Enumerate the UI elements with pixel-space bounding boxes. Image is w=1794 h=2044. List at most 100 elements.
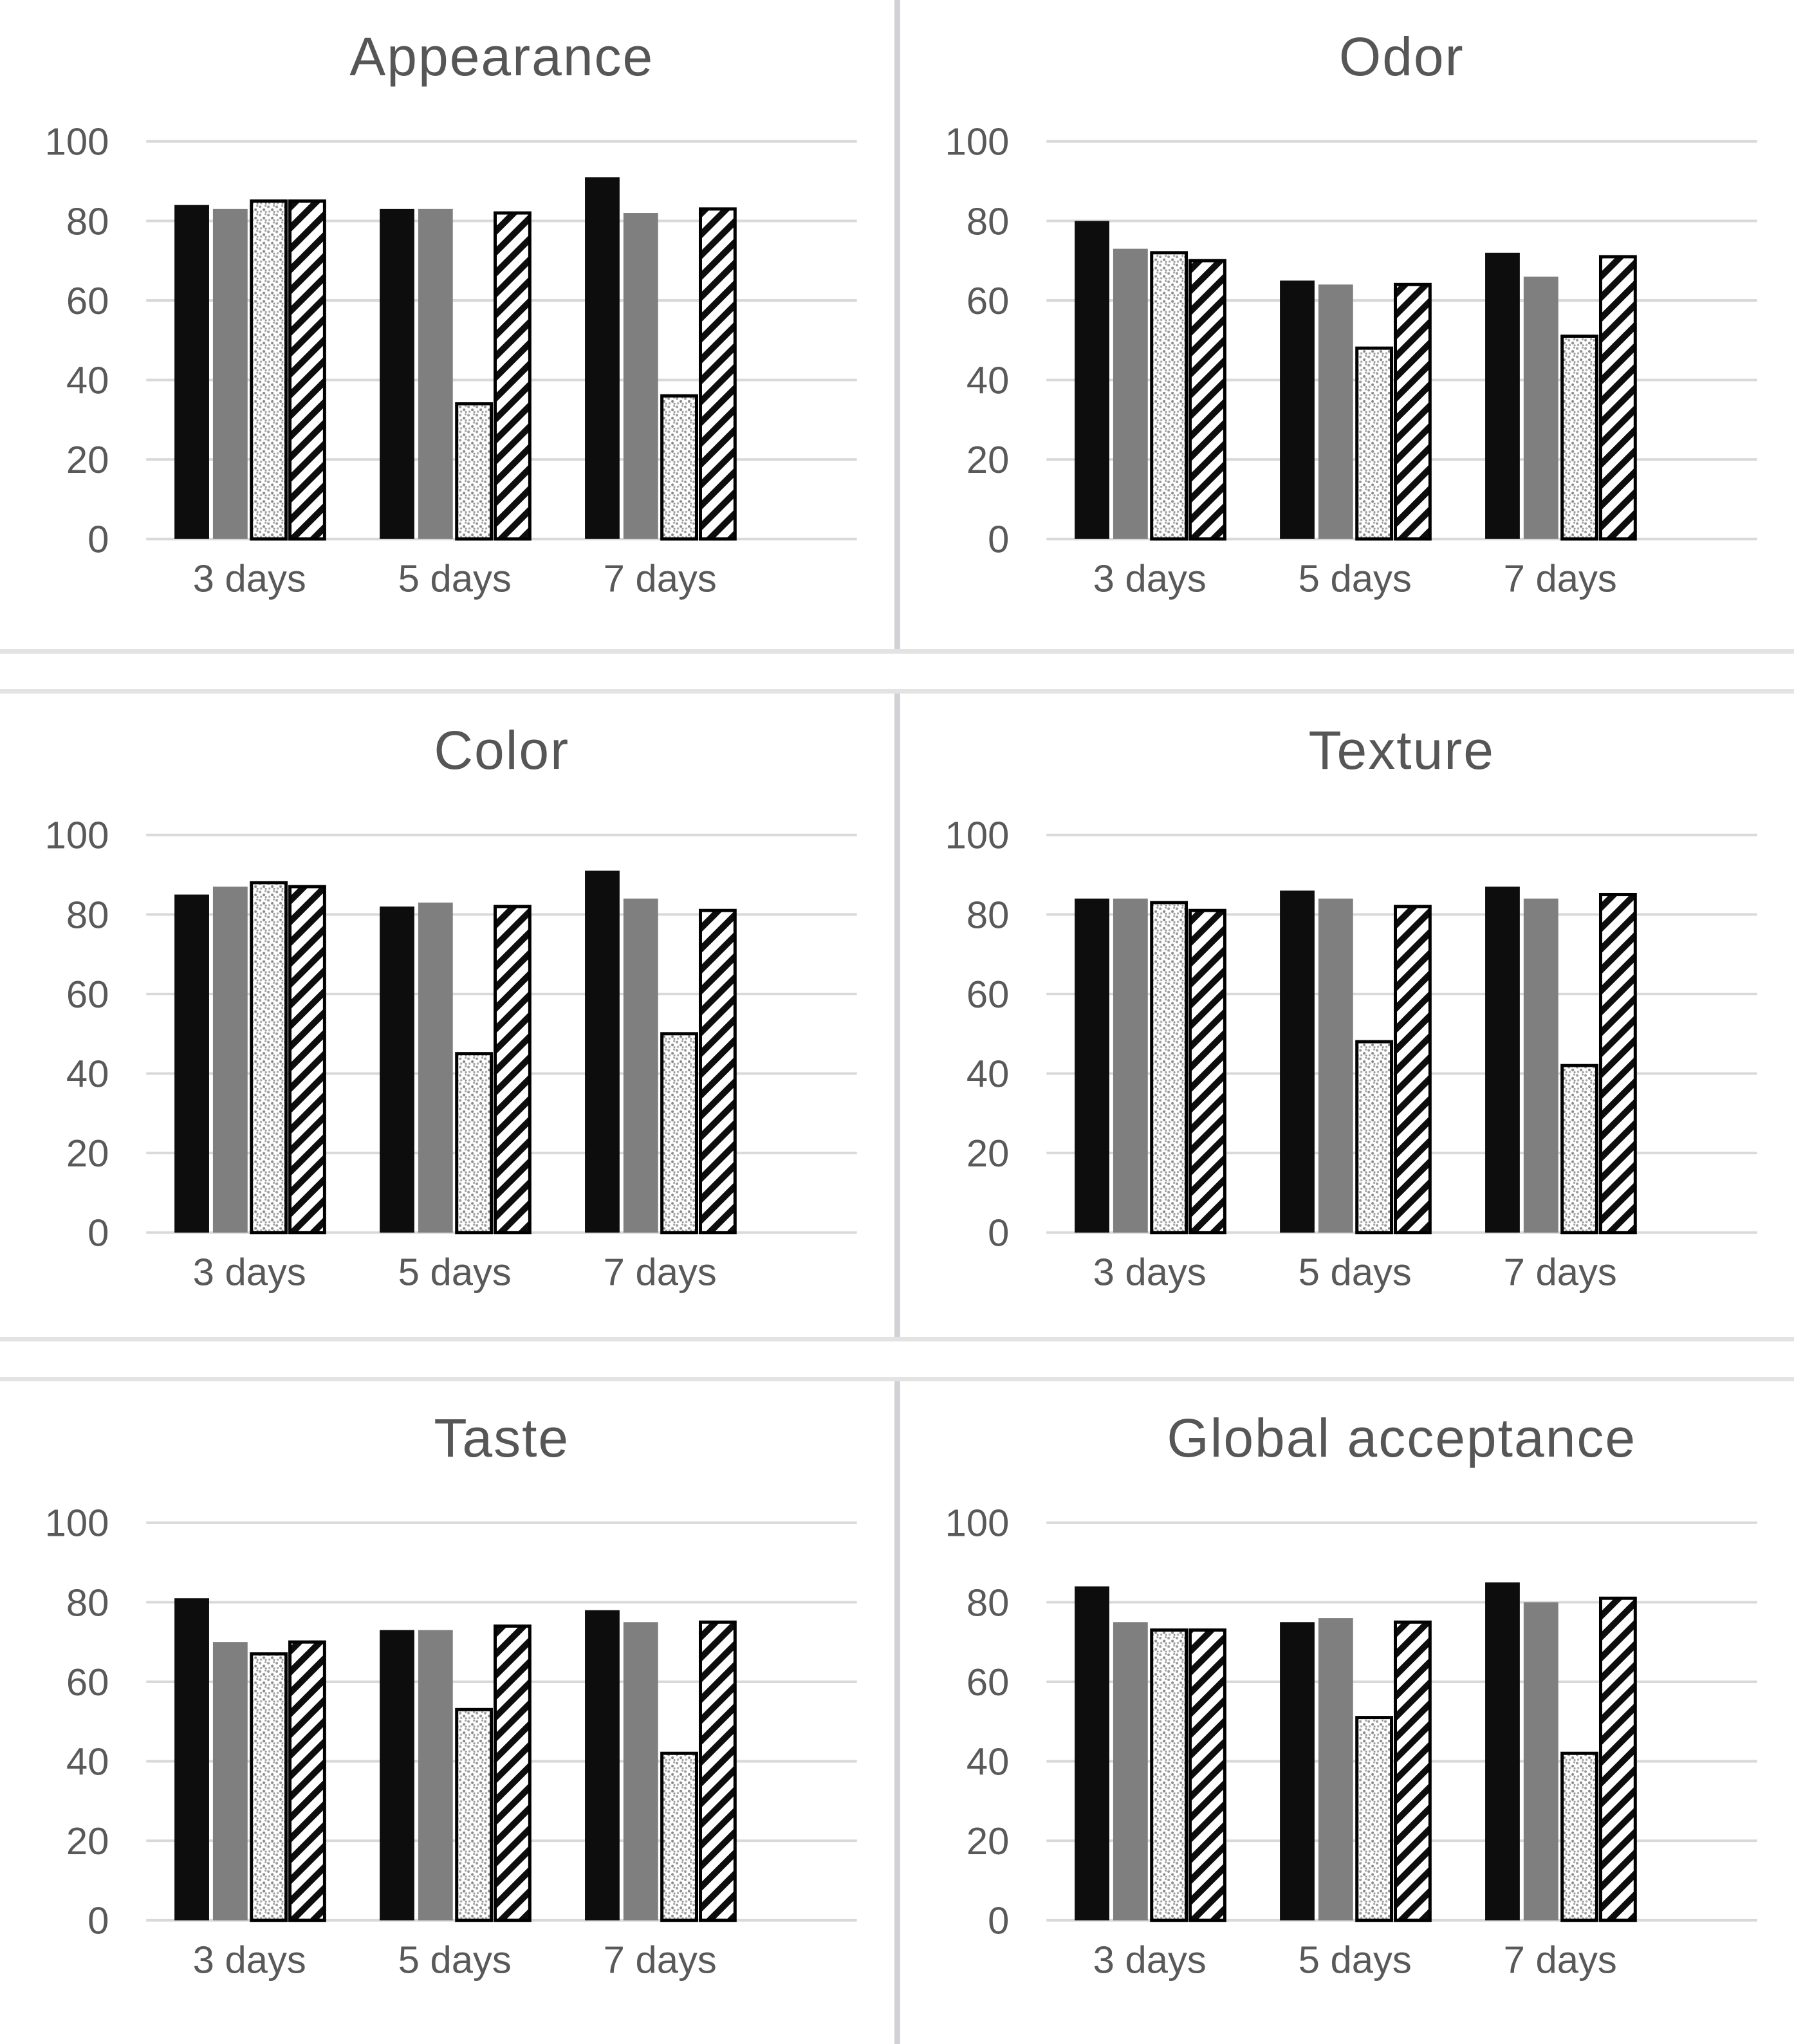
chart-title-odor: Odor xyxy=(1338,26,1465,87)
bar-dots xyxy=(455,1052,494,1235)
chart-panel-color: Color 0 20 40 60 80 100 3 days 5 days 7 days xyxy=(0,694,900,1337)
x-category-label: 3 days xyxy=(193,1251,306,1294)
bar-solid-black xyxy=(1279,890,1315,1233)
chart-panel-appearance: Appearance 0 20 40 60 80 100 3 days 5 days 7 day… xyxy=(0,0,900,649)
bar-hatch xyxy=(288,1640,326,1922)
x-category-label: 3 days xyxy=(193,1938,306,1982)
chart-panel-texture: Texture 0 20 40 60 80 100 3 days 5 days 7 days xyxy=(900,694,1794,1337)
chart-row-2: Color 0 20 40 60 80 100 3 days 5 days 7 days Tex… xyxy=(0,689,1794,1341)
bar-solid-black xyxy=(1074,1586,1109,1920)
bar-dots xyxy=(455,402,494,541)
bar-solid-black xyxy=(585,870,620,1233)
chart-title-taste: Taste xyxy=(434,1408,570,1468)
bar-hatch xyxy=(1188,1628,1226,1922)
bar-solid-gray xyxy=(1113,898,1148,1233)
y-tick-label: 40 xyxy=(66,359,109,402)
bar-hatch xyxy=(1393,282,1432,541)
bar-hatch xyxy=(1393,905,1432,1235)
bar-solid-black xyxy=(380,1630,414,1920)
y-tick-label: 0 xyxy=(88,1899,109,1942)
bar-solid-gray xyxy=(418,902,453,1233)
bar-solid-gray xyxy=(1523,1602,1558,1920)
y-tick-label: 20 xyxy=(966,1132,1009,1175)
bar-solid-black xyxy=(1074,221,1109,539)
bar-hatch xyxy=(698,207,737,541)
y-tick-label: 0 xyxy=(988,1899,1009,1942)
bar-dots xyxy=(250,199,288,541)
bar-solid-black xyxy=(1279,1622,1315,1920)
y-tick-label: 60 xyxy=(66,279,109,322)
y-tick-label: 100 xyxy=(45,1502,109,1545)
y-tick-label: 100 xyxy=(45,814,109,857)
x-category-label: 7 days xyxy=(604,1251,717,1294)
bar-solid-gray xyxy=(418,1630,453,1920)
bar-solid-black xyxy=(585,1610,620,1920)
x-category-label: 7 days xyxy=(1503,557,1616,600)
bar-dots xyxy=(1149,1628,1188,1922)
bar-solid-gray xyxy=(212,887,248,1233)
x-category-label: 7 days xyxy=(1503,1251,1616,1294)
chart-title-color: Color xyxy=(434,720,570,780)
x-category-label: 5 days xyxy=(398,1251,512,1294)
y-tick-label: 60 xyxy=(966,1661,1009,1704)
y-tick-label: 100 xyxy=(945,120,1009,163)
y-tick-label: 60 xyxy=(66,1661,109,1704)
y-tick-label: 80 xyxy=(966,199,1009,243)
x-category-label: 7 days xyxy=(604,557,717,600)
bar-hatch xyxy=(1598,892,1637,1235)
chart-title-texture: Texture xyxy=(1308,720,1495,780)
y-tick-label: 60 xyxy=(966,973,1009,1016)
bar-chart-odor: 0 20 40 60 80 100 3 days 5 days 7 days xyxy=(945,120,1757,600)
bar-hatch xyxy=(1188,259,1226,541)
bar-solid-black xyxy=(1484,252,1520,539)
y-tick-label: 20 xyxy=(66,1132,109,1175)
y-tick-label: 40 xyxy=(66,1053,109,1096)
bar-solid-gray xyxy=(1318,898,1353,1233)
bar-hatch xyxy=(698,1620,737,1922)
y-tick-label: 80 xyxy=(66,199,109,243)
y-tick-label: 60 xyxy=(966,279,1009,322)
bar-hatch xyxy=(288,885,326,1235)
bar-chart-taste: 0 20 40 60 80 100 3 days 5 days 7 days xyxy=(45,1502,857,1982)
chart-row-3: Taste 0 20 40 60 80 100 3 days 5 days 7 days Glo… xyxy=(0,1377,1794,2044)
bar-solid-gray xyxy=(1523,898,1558,1233)
bar-hatch xyxy=(494,905,532,1235)
bar-hatch xyxy=(1393,1620,1432,1922)
bar-dots xyxy=(1560,1063,1598,1235)
x-category-label: 3 days xyxy=(1093,557,1206,600)
x-category-label: 5 days xyxy=(1298,1251,1411,1294)
bar-chart-color: 0 20 40 60 80 100 3 days 5 days 7 days xyxy=(45,814,857,1294)
y-tick-label: 60 xyxy=(66,973,109,1016)
bar-solid-black xyxy=(174,205,209,539)
bar-solid-black xyxy=(380,208,414,539)
x-category-label: 3 days xyxy=(1093,1251,1206,1294)
y-tick-label: 0 xyxy=(988,518,1009,561)
y-tick-label: 40 xyxy=(966,1053,1009,1096)
bar-solid-black xyxy=(1484,1582,1520,1920)
y-tick-label: 40 xyxy=(966,359,1009,402)
x-category-label: 7 days xyxy=(604,1938,717,1982)
chart-title-appearance: Appearance xyxy=(349,26,654,87)
bar-hatch xyxy=(494,1624,532,1922)
bar-dots xyxy=(250,881,288,1235)
x-category-label: 3 days xyxy=(1093,1938,1206,1982)
bar-solid-gray xyxy=(1113,248,1148,539)
bar-solid-gray xyxy=(1318,1618,1353,1920)
bar-dots xyxy=(660,394,698,541)
chart-row-1: Appearance 0 20 40 60 80 100 3 days 5 days 7 day… xyxy=(0,0,1794,654)
x-category-label: 5 days xyxy=(1298,1938,1411,1982)
bar-solid-gray xyxy=(1523,276,1558,539)
bar-solid-gray xyxy=(418,208,453,539)
y-tick-label: 80 xyxy=(66,893,109,936)
bar-solid-gray xyxy=(623,213,658,539)
x-category-label: 5 days xyxy=(398,557,512,600)
y-tick-label: 40 xyxy=(966,1740,1009,1783)
y-tick-label: 80 xyxy=(966,1581,1009,1624)
bar-solid-gray xyxy=(623,1622,658,1920)
bar-solid-black xyxy=(585,177,620,539)
bar-solid-gray xyxy=(212,1642,248,1920)
bar-dots xyxy=(455,1708,494,1922)
bar-hatch xyxy=(494,211,532,541)
bar-chart-texture: 0 20 40 60 80 100 3 days 5 days 7 days xyxy=(945,814,1757,1294)
